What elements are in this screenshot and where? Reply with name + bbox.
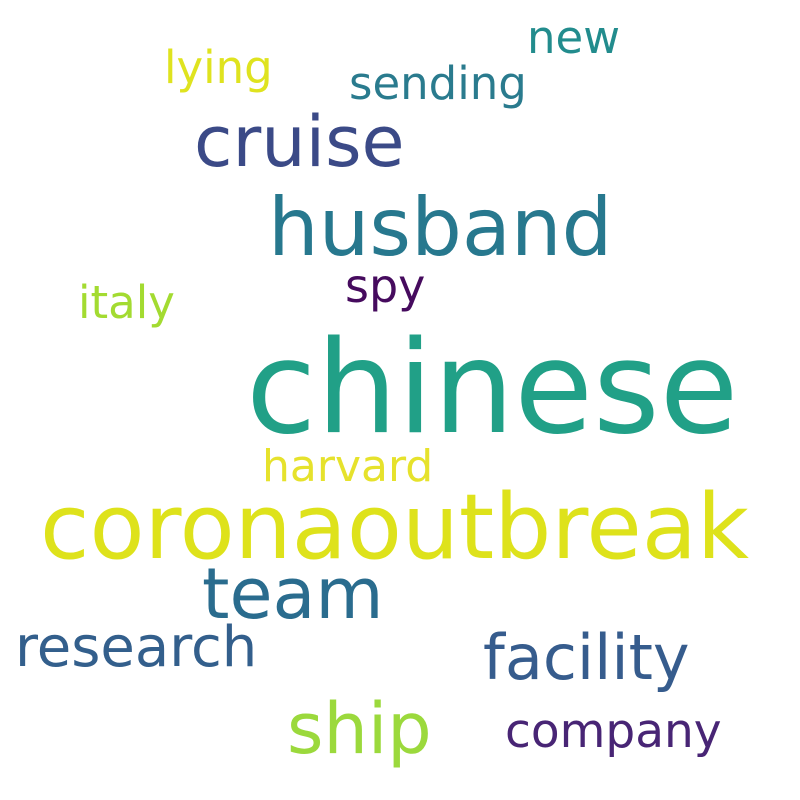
word-italy: italy xyxy=(78,276,175,329)
word-lying: lying xyxy=(164,41,273,94)
word-research: research xyxy=(15,615,258,680)
word-husband: husband xyxy=(268,181,613,274)
word-harvard: harvard xyxy=(262,441,434,492)
word-spy: spy xyxy=(345,259,426,313)
word-company: company xyxy=(505,704,722,759)
word-chinese: chinese xyxy=(246,314,739,463)
word-team: team xyxy=(202,553,384,635)
word-cruise: cruise xyxy=(194,101,405,183)
word-new: new xyxy=(527,11,621,64)
word-facility: facility xyxy=(483,621,690,694)
word-sending: sending xyxy=(349,57,527,110)
word-coronaoutbreak: coronaoutbreak xyxy=(40,475,750,580)
word-ship: ship xyxy=(287,688,432,770)
